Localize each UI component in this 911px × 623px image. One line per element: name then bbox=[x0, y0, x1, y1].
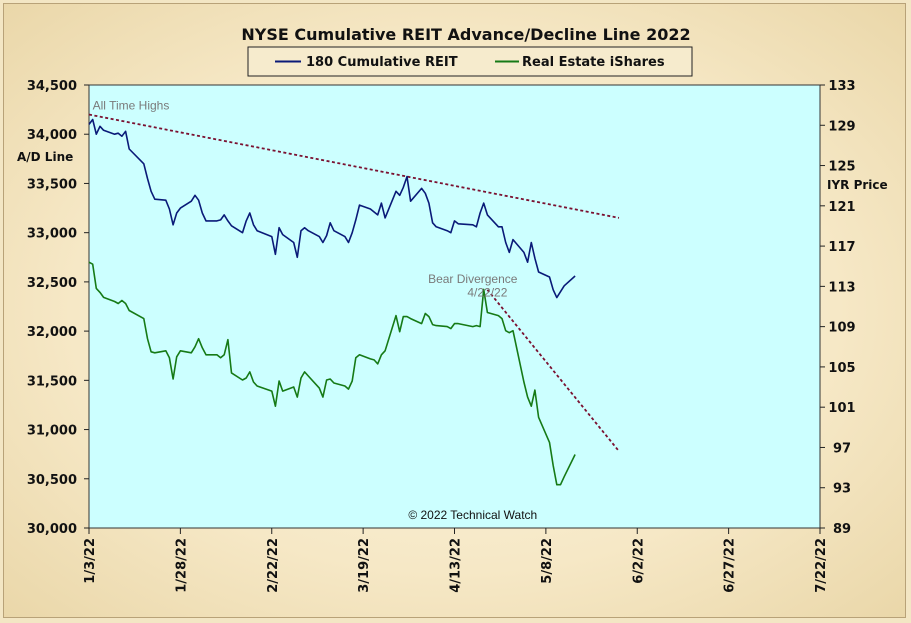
y-right-tick-label: 125 bbox=[828, 160, 855, 175]
x-tick-label: 6/2/22 bbox=[631, 538, 646, 584]
y-axis-right: 133 129 125 121 117 113 109 105 101 97 93 89 bbox=[820, 79, 856, 537]
legend-label-series-1: 180 Cumulative REIT bbox=[306, 55, 458, 70]
annotation-3: 4/22/22 bbox=[467, 286, 507, 300]
y-axis-right-label: IYR Price bbox=[827, 178, 888, 192]
x-tick-label: 1/3/22 bbox=[83, 538, 98, 584]
y-right-tick-label: 89 bbox=[833, 522, 851, 537]
y-right-tick-label: 113 bbox=[828, 280, 855, 295]
y-axis-left-label: A/D Line bbox=[17, 150, 73, 164]
y-left-tick-label: 33,500 bbox=[27, 177, 77, 192]
x-tick-label: 4/13/22 bbox=[449, 538, 464, 593]
y-left-tick-label: 31,000 bbox=[27, 424, 77, 439]
annotation-2: Bear Divergence bbox=[428, 272, 518, 286]
y-right-tick-label: 109 bbox=[828, 321, 855, 336]
trendline-1 bbox=[88, 113, 620, 219]
y-right-tick-label: 93 bbox=[833, 482, 851, 497]
x-tick-label: 5/8/22 bbox=[540, 538, 555, 584]
x-tick-label: 2/22/22 bbox=[266, 538, 281, 593]
y-right-tick-label: 129 bbox=[828, 119, 855, 134]
y-left-tick-label: 30,500 bbox=[27, 473, 77, 488]
legend-frame bbox=[247, 46, 693, 77]
series-line-2 bbox=[88, 261, 576, 486]
x-axis: 1/3/22 1/28/22 2/22/22 3/19/22 4/13/22 5/8/22… bbox=[83, 528, 829, 593]
legend: 180 Cumulative REIT Real Estate iShares bbox=[247, 46, 693, 77]
y-left-tick-label: 30,000 bbox=[27, 522, 77, 537]
y-right-tick-label: 121 bbox=[828, 200, 855, 215]
trendline-2 bbox=[486, 289, 620, 452]
plot-area bbox=[88, 84, 821, 529]
series-line-1 bbox=[88, 118, 576, 299]
x-tick-label: 3/19/22 bbox=[357, 538, 372, 593]
y-left-tick-label: 32,000 bbox=[27, 325, 77, 340]
legend-label-series-2: Real Estate iShares bbox=[522, 55, 665, 70]
y-right-tick-label: 117 bbox=[828, 240, 855, 255]
y-left-tick-label: 31,500 bbox=[27, 374, 77, 389]
y-right-tick-label: 101 bbox=[828, 401, 855, 416]
copyright-text: © 2022 Technical Watch bbox=[408, 508, 537, 522]
x-tick-label: 7/22/22 bbox=[814, 538, 829, 593]
y-right-tick-label: 97 bbox=[833, 441, 851, 456]
y-axis-left: 34,500 34,000 33,500 33,000 32,500 32,000 31,5… bbox=[27, 79, 89, 537]
y-left-tick-label: 32,500 bbox=[27, 276, 77, 291]
y-left-tick-label: 34,000 bbox=[27, 128, 77, 143]
y-left-tick-label: 34,500 bbox=[27, 79, 77, 94]
y-right-tick-label: 133 bbox=[828, 79, 855, 94]
x-tick-label: 6/27/22 bbox=[723, 538, 738, 593]
trendlines bbox=[88, 113, 620, 452]
series-lines bbox=[88, 118, 576, 486]
y-left-tick-label: 33,000 bbox=[27, 227, 77, 242]
chart-title: NYSE Cumulative REIT Advance/Decline Lin… bbox=[241, 25, 690, 44]
y-right-tick-label: 105 bbox=[828, 361, 855, 376]
x-tick-label: 1/28/22 bbox=[174, 538, 189, 593]
annotation-1: All Time Highs bbox=[93, 99, 170, 113]
